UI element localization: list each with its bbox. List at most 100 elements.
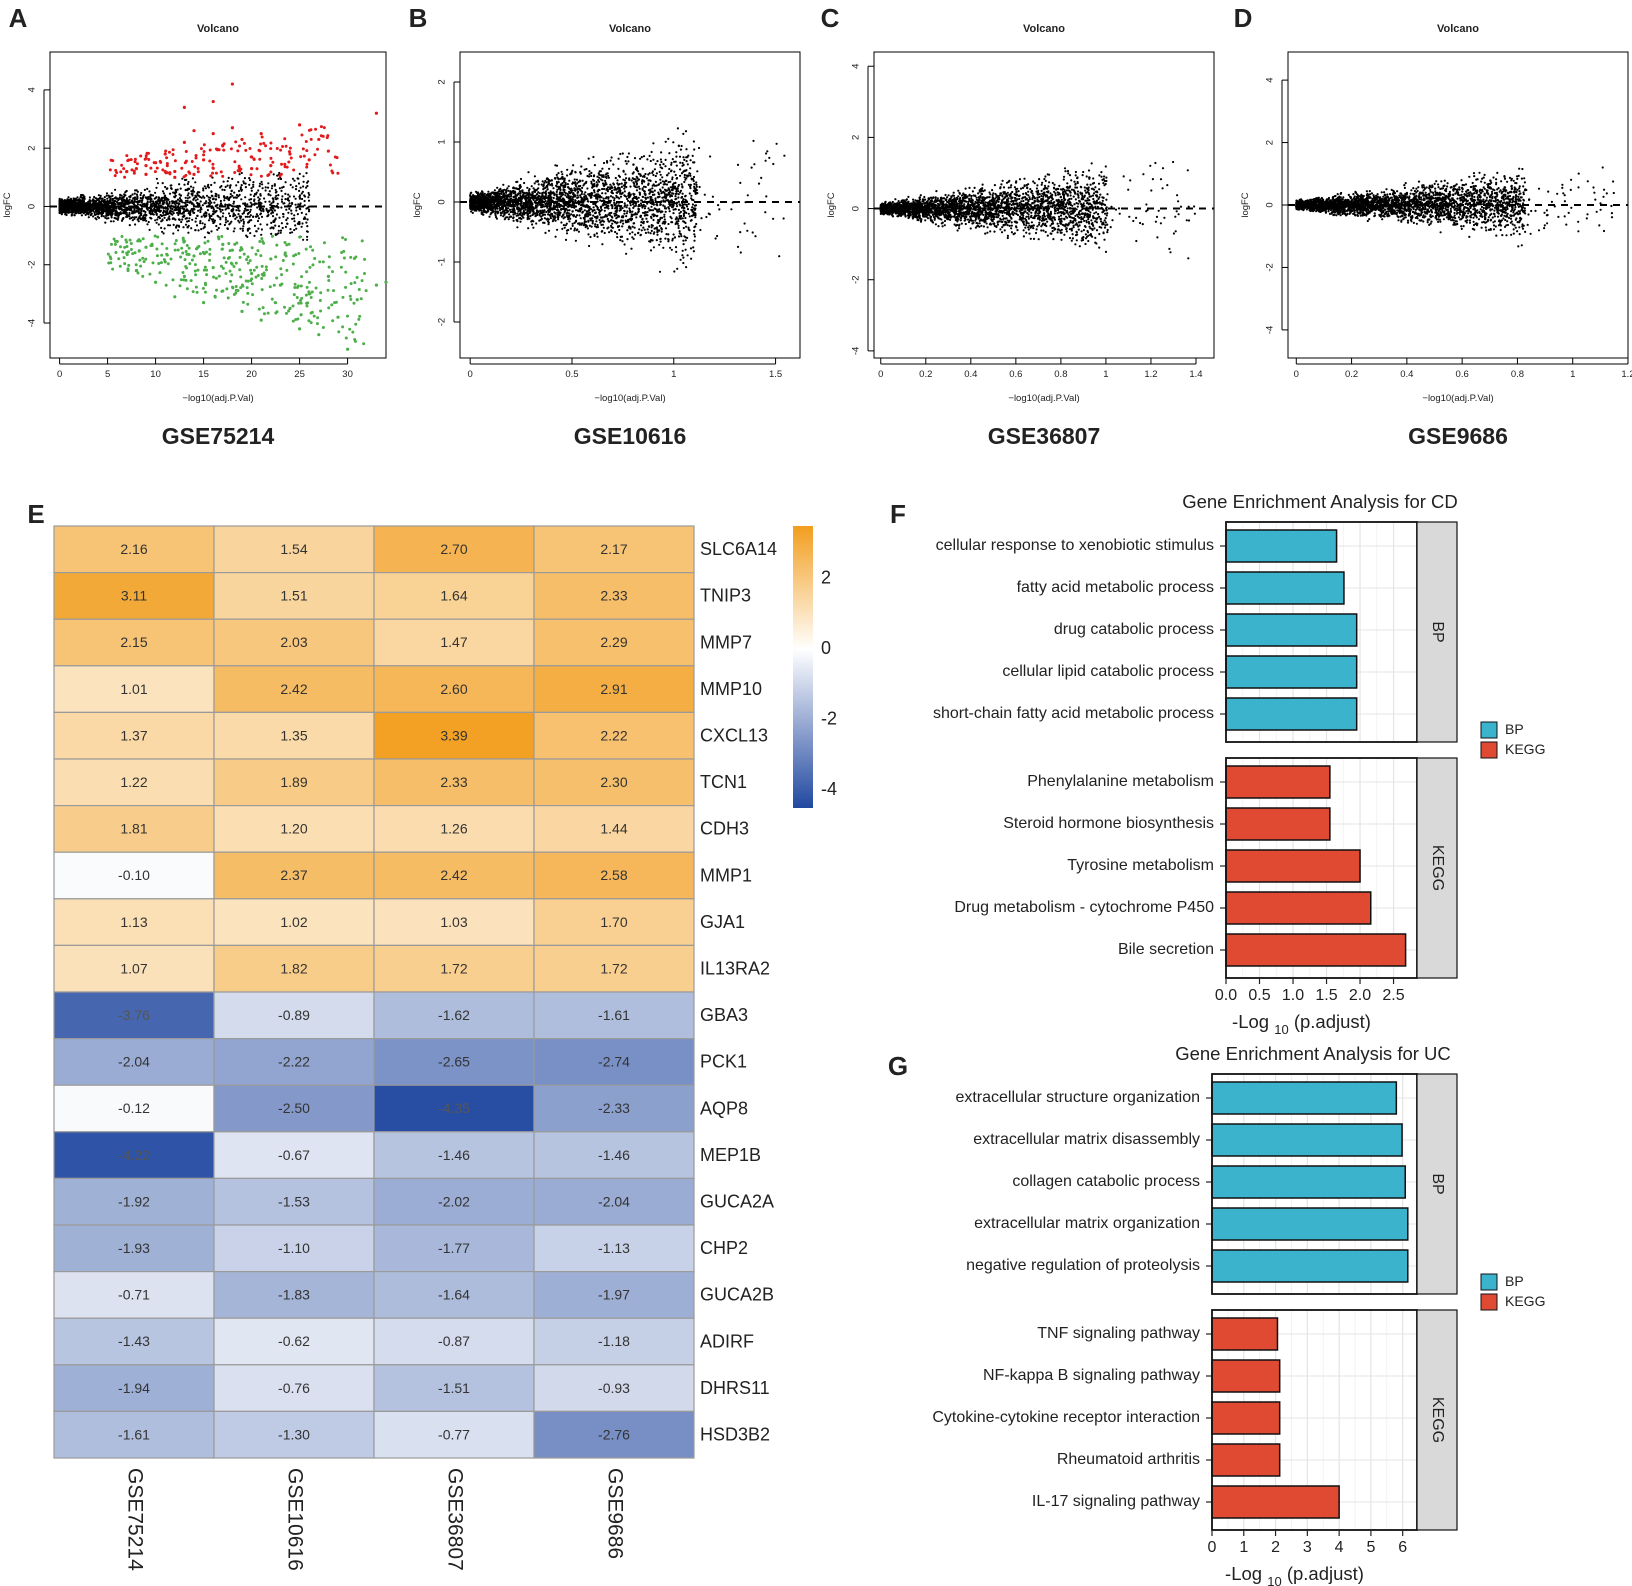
data-point-ns [192, 198, 195, 201]
data-point-ns [187, 231, 190, 234]
data-point-up [257, 148, 261, 152]
data-point-ns [212, 197, 215, 200]
x-axis-label: −log10(adj.P.Val) [594, 393, 665, 404]
data-point-ns [181, 218, 184, 221]
data-point-down [138, 239, 142, 243]
data-point-ns [266, 214, 269, 217]
data-point-ns [553, 208, 557, 211]
data-point-ns [149, 200, 153, 203]
data-point-up [202, 143, 206, 147]
data-point-ns [308, 193, 311, 196]
data-point-up [208, 148, 212, 152]
data-point-up [237, 164, 241, 168]
data-point-ns [564, 194, 567, 197]
data-point-down [280, 282, 284, 286]
data-point-up [234, 140, 238, 144]
data-point-ns [566, 168, 569, 171]
data-point-down [354, 255, 358, 259]
data-point-ns [635, 216, 638, 219]
data-point-ns [656, 160, 659, 163]
data-point-ns [219, 223, 222, 226]
data-point-ns [147, 220, 150, 224]
data-point-down [153, 234, 157, 238]
data-point-ns [667, 222, 670, 226]
data-point-up [211, 166, 215, 170]
data-point-down [224, 272, 228, 276]
data-point-ns [161, 230, 164, 233]
data-point-down [174, 238, 178, 242]
data-point-ns [99, 205, 102, 209]
data-point-ns [111, 211, 114, 214]
y-axis-label: logFC [412, 192, 423, 217]
data-point-ns [258, 185, 261, 188]
data-point-ns [523, 181, 526, 185]
data-point-down [314, 286, 318, 290]
data-point-down [317, 333, 321, 337]
data-point-down [262, 241, 266, 245]
data-point-ns [583, 193, 586, 196]
data-point-ns [275, 194, 278, 197]
data-point-ns [662, 163, 665, 166]
data-point-down [244, 279, 248, 283]
data-point-ns [97, 194, 100, 197]
data-point-down [141, 237, 145, 241]
data-point-ns [608, 187, 612, 191]
data-point-ns [85, 212, 88, 215]
y-tick-label: 0 [437, 199, 448, 204]
data-point-ns [87, 216, 90, 219]
data-point-ns [303, 216, 306, 219]
data-point-ns [711, 195, 715, 198]
data-point-ns [162, 203, 165, 206]
data-point-down [357, 317, 361, 321]
data-point-ns [566, 183, 570, 186]
data-point-down [283, 240, 287, 244]
data-point-up [287, 160, 291, 164]
data-point-up [152, 161, 156, 165]
data-point-ns [259, 223, 262, 226]
y-tick-label: 1 [437, 139, 448, 144]
data-point-ns [272, 201, 275, 204]
data-point-ns [581, 179, 584, 182]
data-point-ns [307, 199, 311, 202]
data-point-ns [246, 203, 249, 206]
data-point-ns [154, 219, 157, 222]
data-point-down [188, 262, 192, 266]
data-point-ns [139, 217, 142, 220]
data-point-ns [253, 195, 256, 198]
data-point-ns [259, 213, 262, 216]
data-point-ns [202, 214, 205, 217]
data-point-ns [764, 159, 767, 162]
data-point-ns [512, 219, 515, 222]
data-point-down [349, 297, 353, 301]
data-point-ns [58, 197, 61, 200]
data-point-ns [122, 195, 126, 198]
data-point-ns [682, 256, 685, 259]
data-point-ns [588, 244, 591, 248]
data-point-ns [289, 231, 292, 234]
data-point-ns [199, 210, 202, 214]
data-point-ns [615, 232, 619, 235]
data-point-ns [162, 192, 165, 195]
data-point-ns [165, 202, 168, 205]
data-point-ns [104, 209, 108, 212]
data-point-ns [302, 238, 305, 241]
data-point-ns [108, 199, 111, 202]
data-point-ns [186, 197, 189, 200]
data-point-ns [144, 217, 147, 220]
data-point-up [144, 154, 148, 158]
data-point-down [181, 238, 185, 242]
data-point-ns [230, 190, 233, 193]
data-point-ns [146, 198, 149, 201]
data-point-ns [176, 198, 180, 201]
data-point-ns [118, 196, 121, 199]
data-point-down [155, 247, 159, 251]
data-point-ns [277, 177, 280, 180]
data-point-down [234, 284, 238, 288]
data-point-ns [149, 216, 152, 219]
data-point-ns [109, 197, 112, 200]
data-point-down [185, 244, 189, 248]
data-point-ns [681, 249, 684, 252]
data-point-up [269, 141, 273, 145]
data-point-ns [601, 216, 605, 219]
data-point-ns [273, 220, 276, 223]
